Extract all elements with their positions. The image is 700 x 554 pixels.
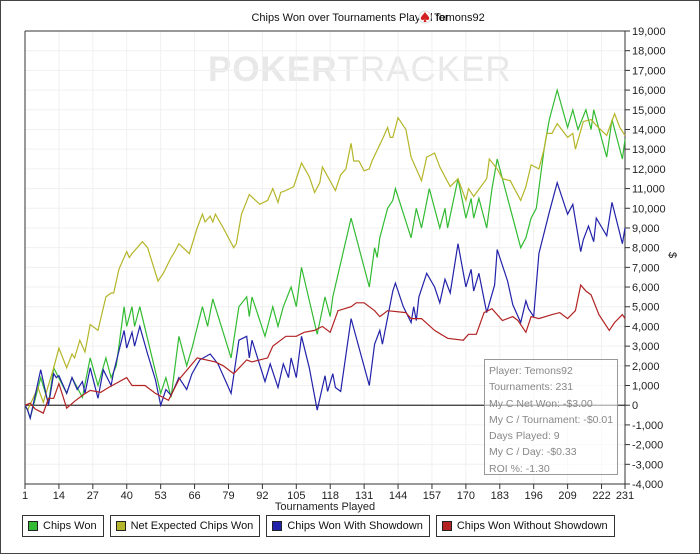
y-tick-label: 1,000 bbox=[632, 381, 660, 393]
chart-title: Chips Won over Tournaments Played for bbox=[251, 12, 448, 24]
info-line: My C / Tournament: -$0.01 bbox=[489, 413, 614, 426]
legend-swatch bbox=[441, 521, 452, 531]
info-line: My C / Day: -$0.33 bbox=[489, 446, 577, 459]
y-tick-label: 15,000 bbox=[632, 105, 666, 117]
legend-swatch bbox=[115, 521, 126, 531]
x-tick-label: 196 bbox=[525, 490, 543, 502]
x-tick-label: 105 bbox=[287, 490, 305, 502]
pokertracker-watermark: POKERTRACKER bbox=[208, 50, 512, 89]
y-tick-label: 4,000 bbox=[632, 321, 660, 333]
y-tick-label: 2,000 bbox=[632, 361, 660, 373]
y-tick-label: 9,000 bbox=[632, 223, 660, 235]
y-tick-label: 8,000 bbox=[632, 243, 660, 255]
y-tick-label: -2,000 bbox=[632, 440, 663, 452]
x-tick-label: 27 bbox=[87, 490, 99, 502]
axes: -4,000 -3,000 -2,000 -1,000 0 1,000 2,000 3,000… bbox=[22, 26, 666, 502]
y-tick-label: 3,000 bbox=[632, 341, 660, 353]
x-tick-label: 118 bbox=[321, 490, 339, 502]
x-tick-label: 157 bbox=[423, 490, 441, 502]
x-tick-label: 183 bbox=[491, 490, 509, 502]
x-tick-label: 92 bbox=[256, 490, 268, 502]
x-tick-label: 209 bbox=[558, 490, 576, 502]
y-tick-label: 16,000 bbox=[632, 85, 666, 97]
spade-icon bbox=[418, 10, 432, 24]
y-tick-label: 18,000 bbox=[632, 46, 666, 58]
y-tick-label: 14,000 bbox=[632, 124, 666, 136]
x-tick-label: 131 bbox=[355, 490, 373, 502]
x-tick-label: 40 bbox=[121, 490, 133, 502]
y-axis-label: $ bbox=[666, 252, 678, 258]
x-tick-label: 144 bbox=[389, 490, 407, 502]
player-name: Temons92 bbox=[434, 12, 485, 24]
legend-label: Chips Won With Showdown bbox=[287, 520, 423, 532]
y-tick-label: 11,000 bbox=[632, 184, 665, 196]
y-tick-label: 0 bbox=[632, 400, 638, 412]
y-tick-label: -4,000 bbox=[632, 479, 663, 491]
y-tick-label: 17,000 bbox=[632, 65, 666, 77]
x-tick-label: 79 bbox=[222, 490, 234, 502]
x-tick-label: 231 bbox=[616, 490, 634, 502]
info-line: Player: Temons92 bbox=[489, 365, 573, 377]
y-tick-label: 5,000 bbox=[632, 302, 660, 314]
series-line-chips-won-without-showdown bbox=[24, 283, 626, 414]
legend: Chips Won Net Expected Chips Won Chips Won… bbox=[22, 515, 621, 537]
info-line: ROI %: -1.30 bbox=[489, 462, 550, 475]
x-tick-label: 66 bbox=[188, 490, 200, 502]
x-axis-label: Tournaments Played bbox=[275, 501, 375, 513]
x-tick-label: 14 bbox=[53, 490, 65, 502]
legend-swatch bbox=[28, 521, 38, 531]
series-lines bbox=[24, 87, 626, 421]
y-tick-label: 12,000 bbox=[632, 164, 666, 176]
legend-item[interactable]: Net Expected Chips Won bbox=[109, 515, 261, 537]
y-tick-label: -3,000 bbox=[632, 459, 663, 471]
series-line-chips-won-with-showdown bbox=[24, 180, 626, 421]
y-tick-label: 13,000 bbox=[632, 144, 666, 156]
y-tick-label: 19,000 bbox=[632, 26, 666, 38]
x-tick-label: 53 bbox=[155, 490, 167, 502]
legend-label: Net Expected Chips Won bbox=[130, 520, 254, 532]
y-tick-label: 7,000 bbox=[632, 262, 660, 274]
y-tick-label: 6,000 bbox=[632, 282, 660, 294]
legend-item[interactable]: Chips Won Without Showdown bbox=[435, 515, 615, 537]
series-line-net-expected-chips-won bbox=[24, 111, 626, 412]
series-line-chips-won bbox=[24, 87, 626, 421]
x-tick-label: 1 bbox=[22, 490, 28, 502]
legend-item[interactable]: Chips Won bbox=[22, 515, 104, 537]
legend-item[interactable]: Chips Won With Showdown bbox=[266, 515, 430, 537]
x-tick-label: 170 bbox=[457, 490, 475, 502]
legend-label: Chips Won bbox=[43, 520, 97, 532]
stats-info-box: Player: Temons92 Tournaments: 231 My C Net… bbox=[484, 359, 618, 475]
info-line: Tournaments: 231 bbox=[489, 381, 574, 394]
legend-swatch bbox=[272, 521, 283, 531]
info-line: Days Played: 9 bbox=[489, 430, 560, 443]
y-tick-label: 10,000 bbox=[632, 203, 666, 215]
legend-label: Chips Won Without Showdown bbox=[456, 520, 608, 532]
y-tick-label: -1,000 bbox=[632, 420, 663, 432]
info-line: My C Net Won: -$3.00 bbox=[489, 397, 593, 410]
x-tick-label: 222 bbox=[592, 490, 610, 502]
